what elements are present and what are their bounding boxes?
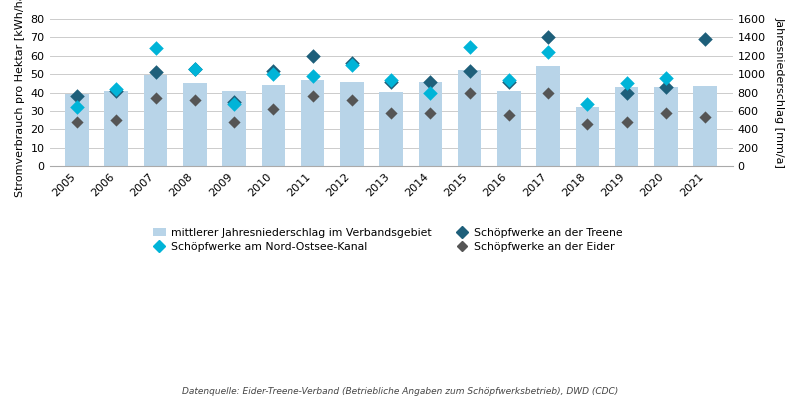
Point xyxy=(306,93,319,100)
Point xyxy=(228,100,241,107)
Bar xyxy=(458,70,482,166)
Point xyxy=(502,76,515,83)
Point xyxy=(149,95,162,101)
Y-axis label: Jahresniederschlag [mm/a]: Jahresniederschlag [mm/a] xyxy=(775,17,785,168)
Point xyxy=(385,110,398,116)
Bar xyxy=(262,85,285,166)
Point xyxy=(463,90,476,96)
Point xyxy=(463,44,476,50)
Bar xyxy=(340,82,363,166)
Point xyxy=(306,73,319,79)
Bar xyxy=(575,107,599,166)
Point xyxy=(424,78,437,85)
Point xyxy=(502,78,515,85)
Bar xyxy=(497,91,521,166)
Point xyxy=(228,119,241,125)
Bar xyxy=(418,82,442,166)
Bar xyxy=(301,80,324,166)
Point xyxy=(620,119,633,125)
Point xyxy=(659,84,672,90)
Point xyxy=(463,67,476,74)
Text: Datenquelle: Eider-Treene-Verband (Betriebliche Angaben zum Schöpfwerksbetrieb),: Datenquelle: Eider-Treene-Verband (Betri… xyxy=(182,387,618,396)
Point xyxy=(149,69,162,76)
Point xyxy=(346,62,358,68)
Bar xyxy=(694,86,717,166)
Point xyxy=(149,45,162,52)
Point xyxy=(267,71,280,78)
Point xyxy=(228,99,241,105)
Point xyxy=(542,90,554,96)
Point xyxy=(385,78,398,85)
Point xyxy=(110,117,122,124)
Point xyxy=(346,97,358,103)
Point xyxy=(581,121,594,127)
Point xyxy=(267,67,280,74)
Point xyxy=(424,90,437,96)
Point xyxy=(385,76,398,83)
Bar xyxy=(66,94,89,166)
Bar xyxy=(144,75,167,166)
Point xyxy=(70,104,83,110)
Bar xyxy=(379,92,403,166)
Point xyxy=(346,60,358,66)
Bar xyxy=(615,87,638,166)
Point xyxy=(620,80,633,87)
Bar xyxy=(105,91,128,166)
Point xyxy=(502,112,515,118)
Y-axis label: Stromverbrauch pro Hektar [kWh/ha]: Stromverbrauch pro Hektar [kWh/ha] xyxy=(15,0,25,197)
Point xyxy=(70,119,83,125)
Point xyxy=(188,66,201,72)
Bar xyxy=(536,66,560,166)
Point xyxy=(581,100,594,107)
Point xyxy=(620,90,633,96)
Point xyxy=(542,49,554,55)
Point xyxy=(698,36,711,42)
Point xyxy=(306,53,319,59)
Point xyxy=(70,93,83,100)
Legend: mittlerer Jahresniederschlag im Verbandsgebiet  , Schöpfwerke am Nord-Ostsee-Kan: mittlerer Jahresniederschlag im Verbands… xyxy=(153,228,630,252)
Point xyxy=(659,110,672,116)
Point xyxy=(110,86,122,92)
Point xyxy=(542,34,554,41)
Bar xyxy=(654,87,678,166)
Bar xyxy=(183,84,206,166)
Point xyxy=(110,88,122,94)
Point xyxy=(698,113,711,120)
Point xyxy=(267,106,280,112)
Point xyxy=(424,110,437,116)
Point xyxy=(188,97,201,103)
Bar xyxy=(222,91,246,166)
Point xyxy=(659,75,672,81)
Point xyxy=(188,66,201,72)
